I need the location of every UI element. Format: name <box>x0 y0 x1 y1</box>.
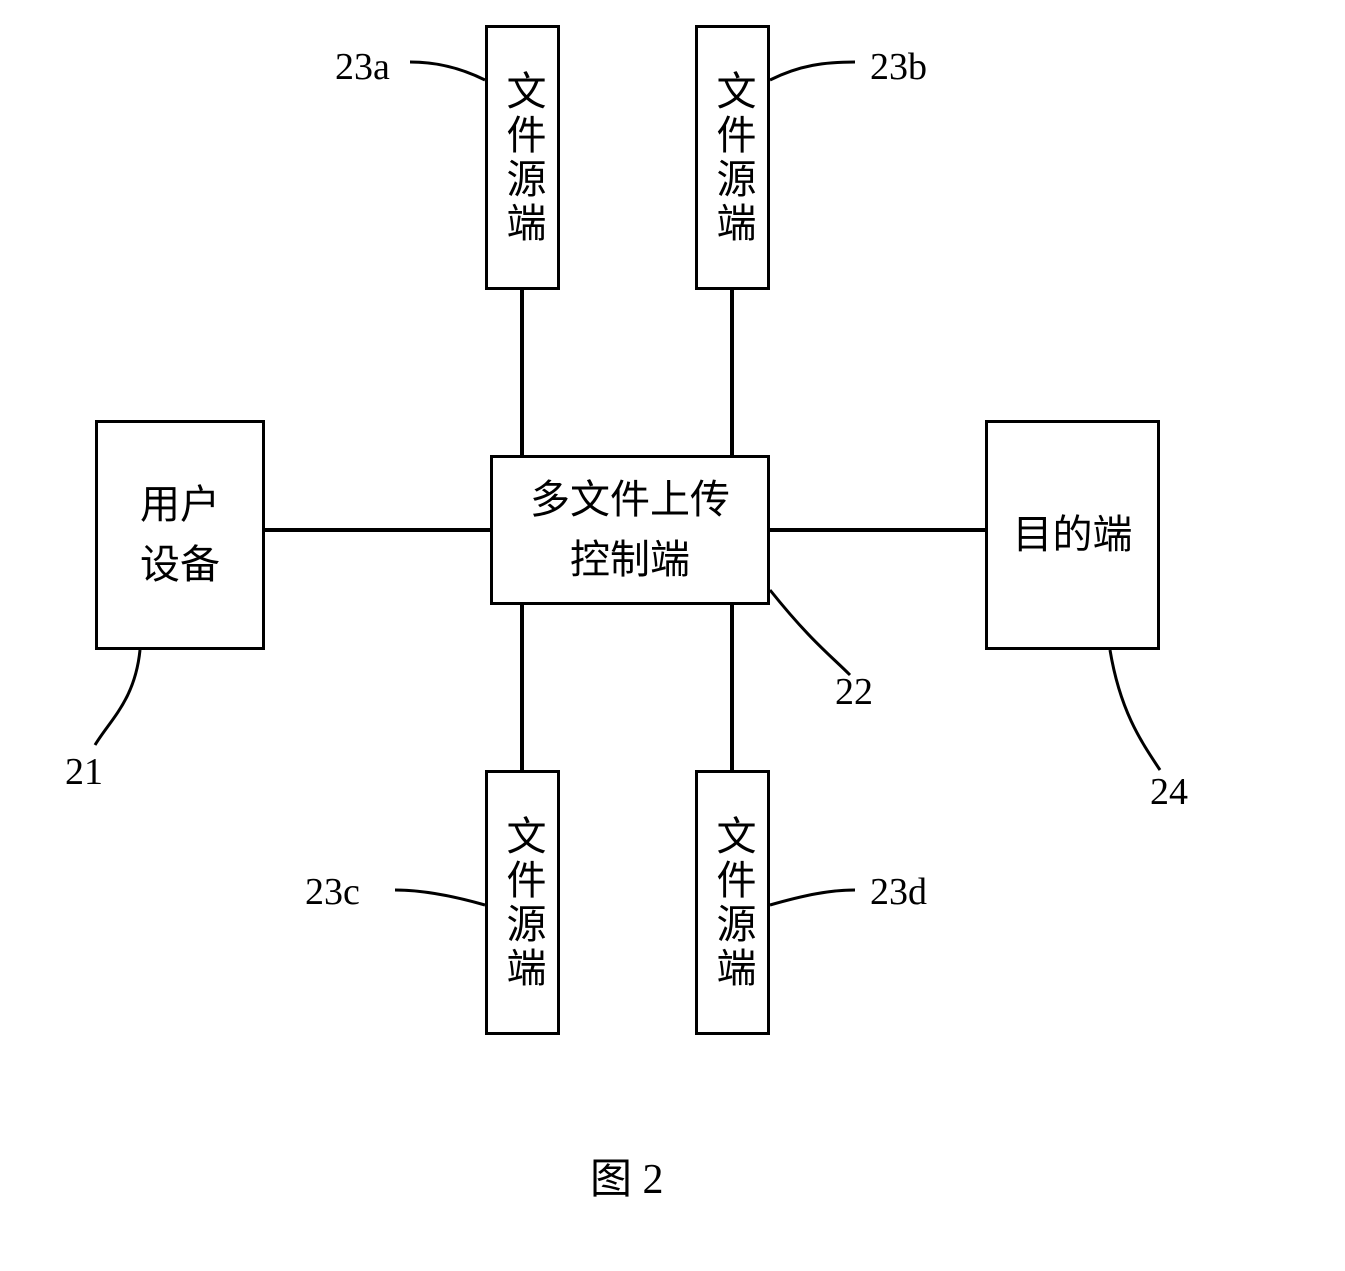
ref-label-23d: 23d <box>870 870 927 914</box>
diagram-canvas: 用户 设备 21 多文件上传 控制端 22 目的端 24 文件源端 23a 文件… <box>0 0 1345 1271</box>
figure-caption: 图 2 <box>590 1145 664 1206</box>
leader-source-d <box>0 0 1345 1271</box>
